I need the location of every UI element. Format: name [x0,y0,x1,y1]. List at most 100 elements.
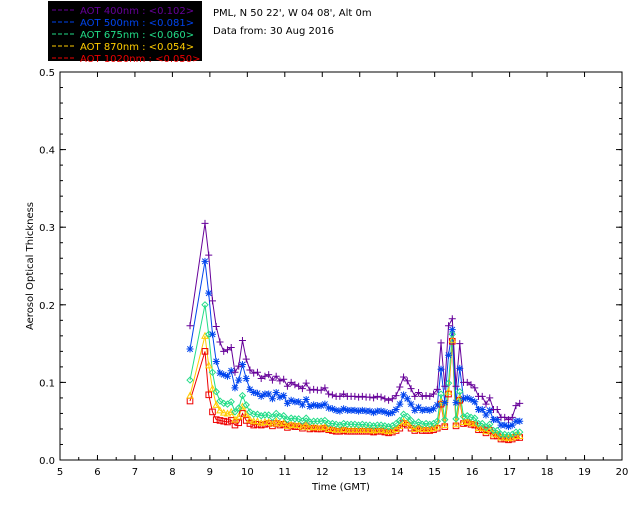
data-point-series-4 [220,417,228,425]
data-point-series-2 [257,412,265,420]
data-point-series-0 [205,251,213,259]
data-point-series-3 [489,430,498,438]
data-point-series-0 [336,392,344,400]
data-point-series-1 [516,417,524,425]
x-tick-label: 17 [503,467,516,478]
data-point-series-0 [302,379,310,387]
data-point-series-1 [396,400,404,408]
data-point-series-0 [467,381,475,389]
data-point-series-2 [279,412,288,420]
x-tick-label: 7 [132,467,138,478]
data-point-series-3 [287,420,296,428]
data-point-series-4 [205,391,213,399]
data-point-series-1 [250,388,258,396]
data-point-series-3 [437,397,445,405]
data-point-series-0 [456,340,464,348]
data-point-series-0 [212,323,220,331]
data-point-series-1 [310,401,318,409]
data-point-series-3 [234,412,243,420]
data-point-series-0 [501,413,509,421]
data-point-series-1 [456,364,464,372]
data-point-series-2 [317,417,325,425]
data-point-series-0 [493,406,501,414]
data-point-series-2 [354,421,363,429]
data-point-series-4 [250,421,258,429]
data-point-series-4 [201,348,209,355]
data-point-series-3 [433,422,442,430]
data-point-series-1 [489,416,497,424]
data-point-series-0 [265,371,273,379]
x-tick-label: 8 [169,467,175,478]
data-point-series-1 [317,402,325,410]
data-point-series-1 [411,406,419,414]
data-point-series-0 [437,339,445,347]
data-point-series-0 [463,378,471,386]
data-point-series-3 [362,425,370,433]
y-axis-title: Aerosol Optical Thickness [25,202,36,330]
data-point-series-3 [272,417,281,425]
data-point-series-2 [452,415,460,423]
data-point-series-4 [186,397,194,405]
data-point-series-1 [223,372,231,380]
data-point-series-3 [246,415,254,423]
data-point-series-1 [388,409,396,417]
data-point-series-0 [246,366,254,374]
data-point-series-4 [224,418,231,426]
x-tick-label: 9 [207,467,213,478]
data-point-series-1 [231,384,239,392]
legend-label-1: AOT 500nm : <0.081> [80,18,194,29]
data-point-series-1 [246,385,254,393]
data-point-series-1 [433,401,441,409]
data-point-series-1 [295,398,303,406]
data-point-series-0 [355,393,363,401]
data-point-series-3 [294,421,303,429]
data-point-series-3 [403,418,412,426]
data-point-series-0 [392,392,400,400]
data-point-series-0 [422,392,430,400]
data-point-series-0 [328,391,336,399]
data-point-series-1 [227,367,235,375]
data-point-series-0 [385,396,393,404]
data-point-series-3 [324,424,333,432]
data-point-series-4 [212,416,220,423]
data-point-series-1 [422,406,430,414]
data-point-series-2 [238,391,247,400]
data-point-series-1 [283,399,291,407]
data-point-series-2 [444,379,453,387]
data-point-series-1 [328,405,336,413]
data-point-series-0 [377,393,385,401]
data-point-series-2 [208,368,217,377]
data-point-series-3 [321,422,329,430]
y-tick-label: 0.4 [39,146,55,157]
x-tick-label: 12 [316,467,329,478]
data-point-series-0 [223,346,231,354]
data-point-series-0 [433,385,441,393]
data-point-series-4 [216,417,224,424]
data-point-series-1 [242,375,250,383]
data-point-series-3 [377,425,385,433]
data-point-series-3 [328,424,337,432]
data-point-series-1 [460,395,468,403]
data-point-series-2 [321,416,329,425]
data-point-series-1 [448,326,456,334]
data-point-series-2 [478,419,486,428]
data-point-series-0 [280,375,288,383]
data-point-series-0 [400,373,408,381]
location-label: PML, N 50 22', W 04 08', Alt 0m [213,8,372,19]
data-point-series-0 [486,394,494,402]
data-point-series-0 [403,377,411,385]
data-point-series-1 [340,405,348,413]
data-point-series-1 [493,416,501,424]
data-point-series-0 [418,392,426,400]
data-point-series-2 [456,388,464,396]
data-point-series-0 [227,343,235,351]
data-point-series-2 [216,397,224,405]
data-point-series-0 [373,392,381,400]
data-point-series-0 [208,297,216,305]
data-point-series-3 [373,425,382,433]
plot-frame [59,71,623,461]
data-point-series-3 [249,417,258,425]
data-point-series-1 [486,406,494,414]
data-point-series-0 [306,386,314,394]
data-point-series-0 [366,393,374,401]
